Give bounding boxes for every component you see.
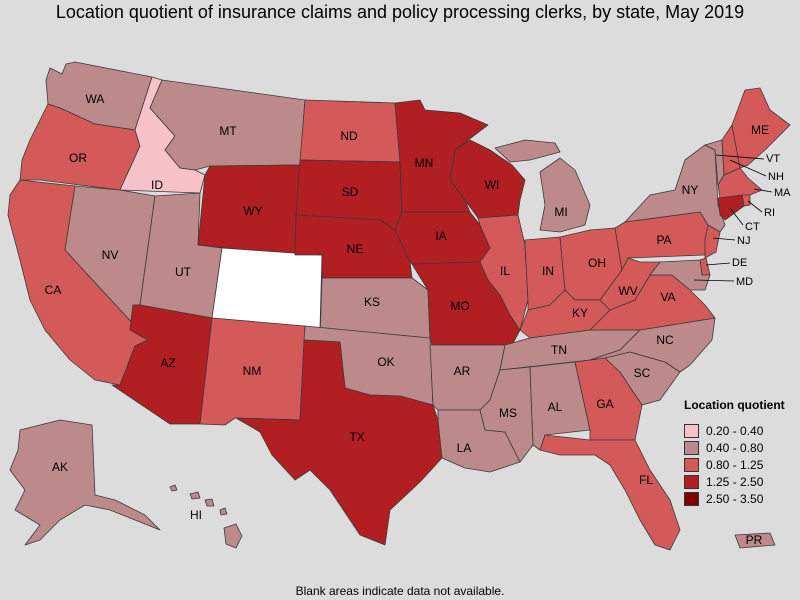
label-NE: NE [347,242,364,256]
label-MD: MD [736,276,753,288]
label-ME: ME [751,123,769,137]
leader-NJ [712,237,736,241]
leader-CT [729,207,744,226]
label-LA: LA [457,441,472,455]
label-MI: MI [554,205,567,219]
legend-swatch [684,457,699,472]
legend-label: 1.25 - 2.50 [706,474,764,489]
label-ND: ND [340,129,358,143]
label-CT: CT [745,221,760,233]
state-NC[interactable] [589,317,716,373]
leader-MA [753,188,773,193]
legend-item: 0.40 - 0.80 [684,439,796,456]
label-IL: IL [500,264,510,278]
label-IA: IA [435,229,446,243]
legend-item: 0.20 - 0.40 [684,422,796,439]
label-GA: GA [596,397,613,411]
label-MT: MT [219,124,237,138]
label-NH: NH [768,171,784,183]
legend-label: 0.40 - 0.80 [706,440,764,455]
label-HI: HI [190,508,202,522]
label-OK: OK [377,355,394,369]
legend-label: 2.50 - 3.50 [706,491,764,506]
state-IL[interactable] [477,214,529,331]
leader-MD [693,279,735,282]
state-ME[interactable] [731,87,791,169]
label-OH: OH [588,256,606,270]
label-AZ: AZ [160,356,175,370]
state-CT[interactable] [717,194,745,221]
label-DE: DE [732,257,747,269]
label-AK: AK [52,460,68,474]
label-MS: MS [499,406,517,420]
legend-item: 1.25 - 2.50 [684,473,796,490]
legend-swatch [684,423,699,438]
label-TN: TN [551,343,567,357]
state-WI[interactable] [449,139,526,219]
state-CO[interactable] [211,247,323,329]
label-TX: TX [349,430,364,444]
state-TX[interactable] [235,339,443,546]
legend-swatch [684,474,699,489]
legend-item: 2.50 - 3.50 [684,490,796,507]
legend-label: 0.20 - 0.40 [706,423,764,438]
label-MN: MN [415,156,434,170]
leader-RI [747,200,763,213]
label-VT: VT [766,153,780,165]
label-FL: FL [639,473,653,487]
leader-NH [729,159,767,177]
label-WI: WI [485,178,500,192]
leader-VT [715,154,765,160]
label-AR: AR [454,364,471,378]
state-MD[interactable] [649,259,711,291]
state-FL[interactable] [539,434,681,551]
label-CA: CA [45,283,62,297]
state-OR[interactable] [19,103,141,191]
state-NY[interactable] [624,144,726,233]
label-ID: ID [151,178,163,192]
label-NV: NV [102,248,119,262]
legend-label: 0.80 - 1.25 [706,457,764,472]
label-PR: PR [746,533,763,547]
label-RI: RI [764,207,775,219]
label-NM: NM [243,364,262,378]
label-NC: NC [656,333,674,347]
label-WV: WV [618,284,637,298]
label-SD: SD [342,185,359,199]
label-AL: AL [548,400,563,414]
label-UT: UT [175,265,192,279]
state-PR[interactable] [734,532,776,549]
legend-swatch [684,491,699,506]
leader-DE [705,262,731,266]
label-NJ: NJ [737,235,750,247]
legend: Location quotient 0.20 - 0.40 0.40 - 0.8… [684,398,796,507]
state-AK[interactable] [9,419,161,546]
legend-swatch [684,440,699,455]
label-WA: WA [86,92,105,106]
label-KY: KY [572,306,588,320]
label-PA: PA [656,233,671,247]
label-KS: KS [364,295,380,309]
label-WY: WY [243,204,262,218]
state-MS[interactable] [479,366,534,463]
map-title: Location quotient of insurance claims an… [55,2,745,22]
footnote: Blank areas indicate data not available. [295,584,505,598]
label-MO: MO [450,299,469,313]
state-MI[interactable] [494,139,591,233]
state-HI[interactable] [169,484,243,549]
label-IN: IN [542,264,554,278]
label-OR: OR [69,151,87,165]
label-VA: VA [660,290,675,304]
legend-title: Location quotient [684,398,785,412]
label-SC: SC [634,366,651,380]
label-MA: MA [774,187,791,199]
label-NY: NY [682,183,699,197]
legend-item: 0.80 - 1.25 [684,456,796,473]
state-NJ[interactable] [704,224,721,259]
